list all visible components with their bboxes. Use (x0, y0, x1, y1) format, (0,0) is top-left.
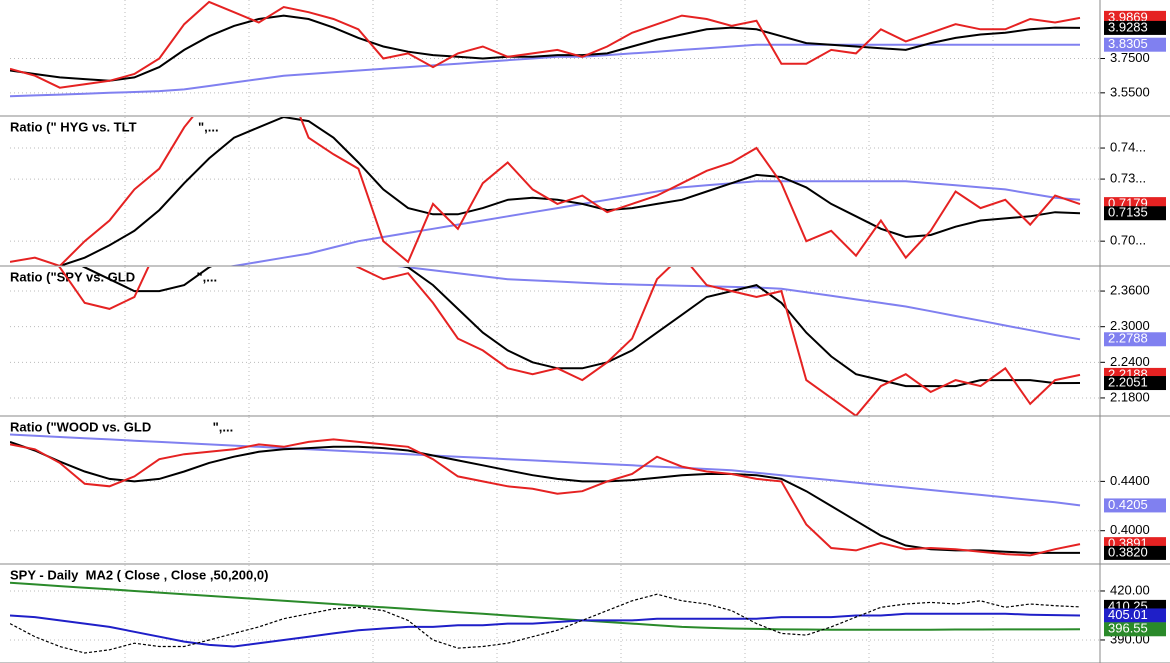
y-tick-label: 2.3000 (1110, 318, 1150, 333)
series-line (81, 267, 1081, 388)
y-tick-label: 0.4000 (1110, 522, 1150, 537)
y-tick-label: 0.70... (1110, 233, 1146, 248)
series-group (10, 117, 1081, 266)
series-group (58, 267, 1081, 416)
last-value-box (1104, 37, 1166, 52)
series-line (10, 581, 1081, 631)
panel-title: Ratio ("WOOD vs. GLD ",... (10, 419, 233, 434)
series-line (227, 180, 1081, 266)
series-line (10, 43, 1081, 98)
series-line (10, 117, 1081, 266)
last-value-box (1104, 376, 1166, 391)
series-line (10, 440, 1080, 554)
series-line (58, 267, 1081, 416)
y-tick-label: 2.2400 (1110, 354, 1150, 369)
last-value-box (1104, 332, 1166, 347)
last-value-label: 0.3820 (1108, 544, 1148, 559)
last-value-label: 405.01 (1108, 607, 1148, 622)
panel-title: SPY - Daily MA2 ( Close , Close ,50,200,… (10, 567, 268, 582)
last-value-box (1104, 545, 1166, 560)
series-line (10, 14, 1081, 82)
series-line (10, 0, 1081, 89)
last-value-box (1104, 622, 1166, 637)
y-tick-label: 0.74... (1110, 139, 1146, 154)
last-value-box (1104, 20, 1166, 35)
series-group (10, 581, 1081, 654)
last-value-label: 2.2051 (1108, 374, 1148, 389)
last-value-label: 2.2788 (1108, 331, 1148, 346)
y-tick-label: 2.3600 (1110, 282, 1150, 297)
series-line (56, 117, 1081, 266)
y-tick-label: 2.1800 (1110, 389, 1150, 404)
panel-title: Ratio ("SPY vs. GLD ",... (10, 269, 217, 284)
last-value-label: 3.8305 (1108, 36, 1148, 51)
last-value-box (1104, 608, 1166, 623)
series-line (10, 438, 1081, 557)
series-line (10, 612, 1081, 648)
series-group (10, 433, 1081, 557)
series-line (10, 593, 1081, 654)
series-line (10, 433, 1081, 507)
last-value-box (1104, 206, 1166, 221)
y-tick-label: 420.00 (1110, 582, 1150, 597)
panel-title: Ratio (" HYG vs. TLT ",... (10, 119, 219, 134)
series-group (10, 0, 1081, 98)
y-tick-label: 3.5500 (1110, 84, 1150, 99)
last-value-label: 3.9869 (1108, 9, 1148, 24)
last-value-box (1104, 498, 1166, 513)
last-value-label: 0.7135 (1108, 205, 1148, 220)
last-value-label: 396.55 (1108, 621, 1148, 636)
y-tick-label: 0.73... (1110, 171, 1146, 186)
series-line (397, 267, 1081, 341)
y-tick-label: 0.4400 (1110, 473, 1150, 488)
last-value-label: 0.4205 (1108, 497, 1148, 512)
last-value-label: 3.9283 (1108, 19, 1148, 34)
y-tick-label: 3.7500 (1110, 50, 1150, 65)
